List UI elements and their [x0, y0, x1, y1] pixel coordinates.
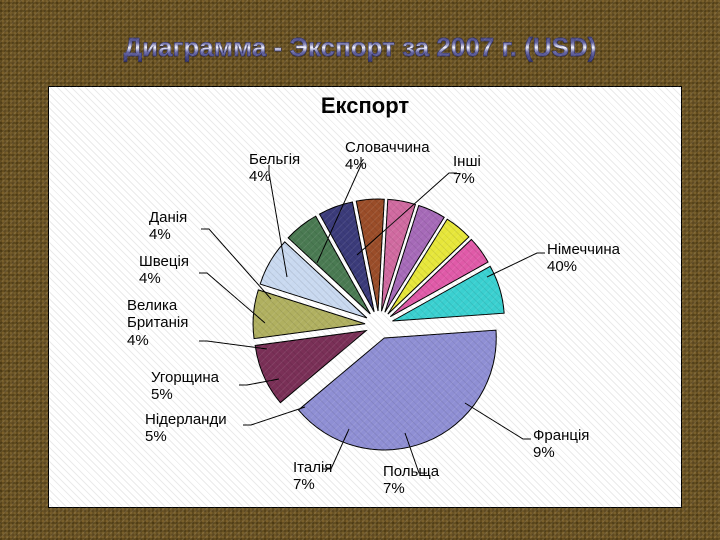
- slice-label-pct: 5%: [151, 386, 219, 403]
- chart-title: Експорт: [49, 93, 681, 119]
- pie-slice: [298, 330, 496, 450]
- slice-label-pct: 4%: [139, 270, 189, 287]
- pie-slice: [260, 242, 367, 318]
- slice-label-pct: 4%: [149, 226, 187, 243]
- leader-line: [405, 433, 427, 473]
- leader-line: [199, 341, 267, 349]
- slice-label-name: Німеччина: [547, 241, 620, 258]
- slice-label: Велика Британія4%: [127, 297, 188, 349]
- slice-label: Угорщина5%: [151, 369, 219, 404]
- slice-label: Франція9%: [533, 427, 589, 462]
- pie-slice: [255, 331, 366, 403]
- slice-label-name: Швеція: [139, 253, 189, 270]
- slice-label: Бельгія4%: [249, 151, 300, 186]
- slice-label-pct: 5%: [145, 428, 227, 445]
- slice-label-pct: 40%: [547, 258, 620, 275]
- leader-line: [317, 157, 361, 263]
- pie-slice: [253, 290, 365, 339]
- slice-label-pct: 4%: [249, 168, 300, 185]
- slice-label-name: Словаччина: [345, 139, 430, 156]
- pie-slice: [392, 266, 504, 321]
- leader-line: [243, 407, 305, 425]
- leader-line: [487, 253, 545, 277]
- slice-label-pct: 4%: [345, 156, 430, 173]
- leader-line: [465, 403, 531, 439]
- slice-label-pct: 7%: [383, 480, 439, 497]
- slice-label-pct: 7%: [453, 170, 481, 187]
- slice-label-name: Італія: [293, 459, 332, 476]
- leader-line: [323, 429, 349, 469]
- slice-label-name: Франція: [533, 427, 589, 444]
- pie-slice: [382, 199, 416, 311]
- pie-slice: [356, 199, 384, 311]
- slice-label: Нідерланди5%: [145, 411, 227, 446]
- pie-slice: [390, 239, 488, 316]
- slice-label-pct: 7%: [293, 476, 332, 493]
- slice-label-name: Нідерланди: [145, 411, 227, 428]
- leader-line: [201, 229, 271, 299]
- leader-line: [199, 273, 265, 323]
- slice-label: Швеція4%: [139, 253, 189, 288]
- page-background: Диаграмма - Экспорт за 2007 г. (USD) Екс…: [0, 0, 720, 540]
- page-title: Диаграмма - Экспорт за 2007 г. (USD): [0, 32, 720, 63]
- slice-label: Німеччина40%: [547, 241, 620, 276]
- slice-label-name: Інші: [453, 153, 481, 170]
- slice-label: Словаччина4%: [345, 139, 430, 174]
- slice-label-pct: 9%: [533, 444, 589, 461]
- slice-label-name: Бельгія: [249, 151, 300, 168]
- slice-label-pct: 4%: [127, 332, 188, 349]
- slice-label-name: Велика Британія: [127, 297, 188, 332]
- pie-slice: [385, 206, 444, 313]
- leader-line: [239, 379, 279, 385]
- pie-slice: [388, 219, 469, 314]
- leader-line: [357, 173, 457, 255]
- slice-label: Інші7%: [453, 153, 481, 188]
- slice-label-name: Данія: [149, 209, 187, 226]
- slice-label: Данія4%: [149, 209, 187, 244]
- chart-panel: Експорт Німеччина40%Франція9%Польща7%Іта…: [48, 86, 682, 508]
- leader-lines: [49, 87, 681, 507]
- pie-slice: [320, 202, 375, 312]
- pie-slice: [288, 216, 370, 314]
- slice-label: Польща7%: [383, 463, 439, 498]
- slice-label-name: Польща: [383, 463, 439, 480]
- leader-line: [269, 165, 287, 277]
- slice-label-name: Угорщина: [151, 369, 219, 386]
- pie-chart: [49, 87, 681, 507]
- slice-label: Італія7%: [293, 459, 332, 494]
